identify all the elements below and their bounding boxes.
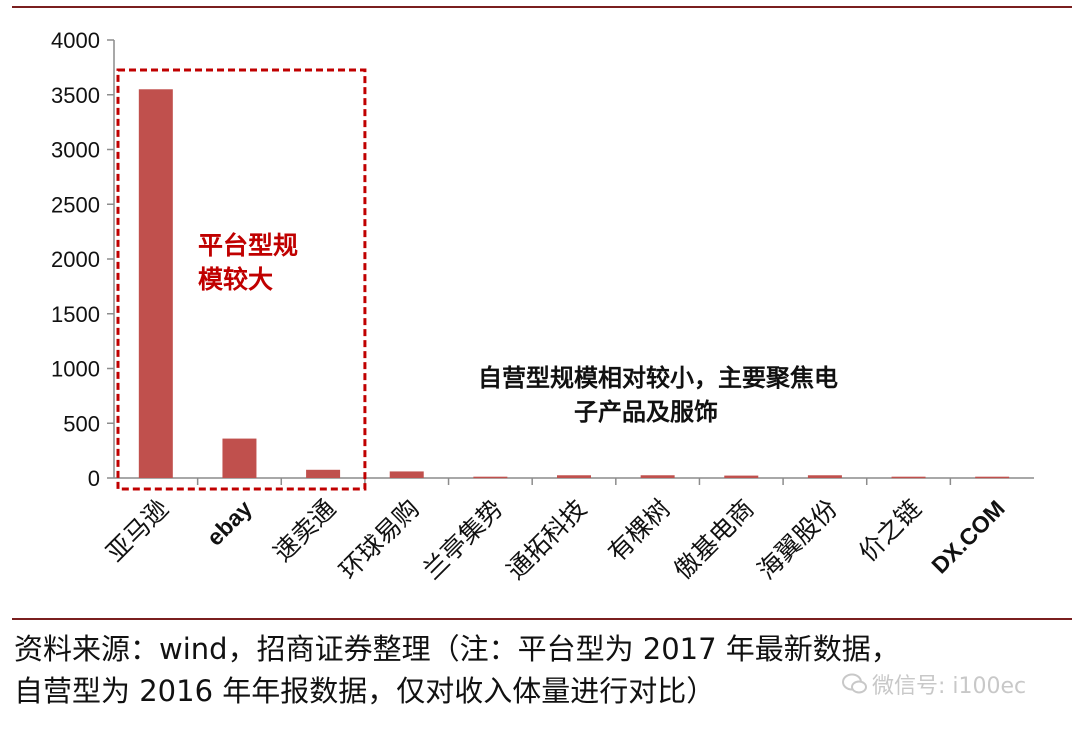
y-tick-label: 2500: [51, 192, 100, 217]
platform-annotation-line: 平台型规: [198, 231, 298, 260]
watermark: 微信号: i100ec: [842, 668, 1026, 700]
watermark-text: 微信号: i100ec: [872, 674, 1027, 699]
x-tick-label: DX.COM: [926, 495, 1009, 578]
bar: [389, 471, 424, 478]
x-tick-label: 通拓科技: [501, 494, 592, 585]
x-tick-label: ebay: [202, 495, 258, 551]
bar: [138, 89, 173, 479]
bar: [306, 469, 341, 478]
bar: [724, 475, 759, 478]
x-tick-label: 傲基电商: [668, 494, 759, 585]
source-note-line-2: 自营型为 2016 年年报数据，仅对收入体量进行对比）: [14, 674, 716, 708]
bar: [557, 475, 591, 478]
y-tick-label: 3000: [51, 138, 100, 163]
bar: [222, 438, 257, 478]
source-note-line-1: 资料来源：wind，招商证券整理（注：平台型为 2017 年最新数据，: [14, 632, 900, 666]
y-tick-label: 0: [88, 466, 100, 491]
y-tick-label: 1000: [51, 357, 100, 382]
x-tick-label: 环球易购: [334, 494, 425, 585]
y-tick-label: 1500: [51, 302, 100, 327]
y-tick-label: 3500: [51, 83, 100, 108]
wechat-icon: [842, 673, 867, 694]
bottom-rule: [12, 618, 1072, 620]
x-tick-label: 有棵树: [602, 494, 676, 568]
y-tick-label: 500: [63, 411, 100, 436]
bars: [138, 89, 1010, 479]
highlight-box: [116, 68, 367, 491]
bar: [640, 475, 675, 478]
top-rule: [12, 6, 1072, 8]
bar: [891, 476, 926, 479]
x-tick-label: 价之链: [853, 494, 927, 568]
self-operated-annotation-line: 子产品及服饰: [574, 398, 718, 426]
self-operated-annotation-line: 自营型规模相对较小，主要聚焦电: [478, 364, 838, 392]
y-tick-label: 4000: [51, 28, 100, 53]
bar-chart: 0 500 1000 1500 2000 2500 3000 3500 4000 亚马逊 ebay…: [51, 28, 1034, 585]
source-note: 资料来源：wind，招商证券整理（注：平台型为 2017 年最新数据， 自营型为…: [14, 628, 1074, 712]
x-tick-label: 兰亭集势: [417, 494, 508, 585]
bar: [807, 475, 842, 478]
bar: [473, 476, 508, 479]
platform-annotation-line: 模较大: [198, 265, 273, 294]
y-tick-label: 2000: [51, 247, 100, 272]
y-axis-ticks: 0 500 1000 1500 2000 2500 3000 3500 4000: [51, 28, 114, 491]
bar: [975, 476, 1010, 479]
x-tick-label: 速卖通: [268, 494, 342, 568]
x-tick-label: 亚马逊: [101, 494, 175, 568]
x-tick-label: 海翼股份: [752, 494, 843, 585]
